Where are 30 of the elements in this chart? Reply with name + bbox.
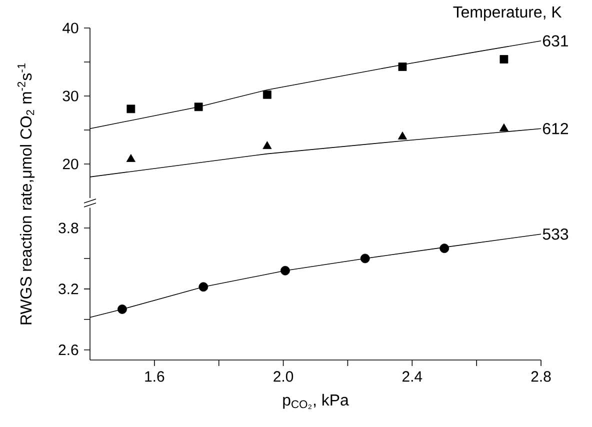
- point: [280, 266, 290, 276]
- point: [499, 123, 508, 132]
- y-tick-label: 2.6: [58, 344, 78, 356]
- x-axis-title: p$_{CO₂}$, kPa: [283, 394, 349, 410]
- point: [360, 254, 370, 264]
- y-tick-label: 3.2: [58, 284, 78, 294]
- point: [126, 154, 136, 162]
- point: [500, 55, 508, 64]
- series-label: 612: [543, 123, 568, 134]
- point: [198, 282, 208, 292]
- point: [440, 244, 450, 254]
- point: [126, 104, 136, 114]
- series-label: 631: [543, 35, 568, 47]
- point: [398, 132, 408, 140]
- point: [398, 62, 407, 71]
- point: [262, 90, 272, 99]
- point: [194, 102, 203, 112]
- point: [262, 141, 272, 150]
- point: [118, 304, 127, 314]
- x-tick-label: 2.4: [402, 371, 422, 382]
- x-tick-label: 1.6: [145, 371, 164, 382]
- x-tick-label: 2.0: [274, 371, 294, 382]
- y-tick-label: 40: [62, 22, 78, 34]
- y-tick-label: 3.8: [58, 222, 78, 234]
- y-tick-label: 30: [62, 90, 78, 102]
- y-axis-title: RWGS reaction rate,μmol CO$_{2}$ m$^{-2}$s$^{-1}$: [17, 63, 35, 324]
- legend-title: Temperature, K: [453, 6, 562, 21]
- y-tick-label: 20: [62, 158, 78, 170]
- x-tick-label: 2.8: [531, 371, 551, 382]
- series-label: 533: [542, 228, 568, 240]
